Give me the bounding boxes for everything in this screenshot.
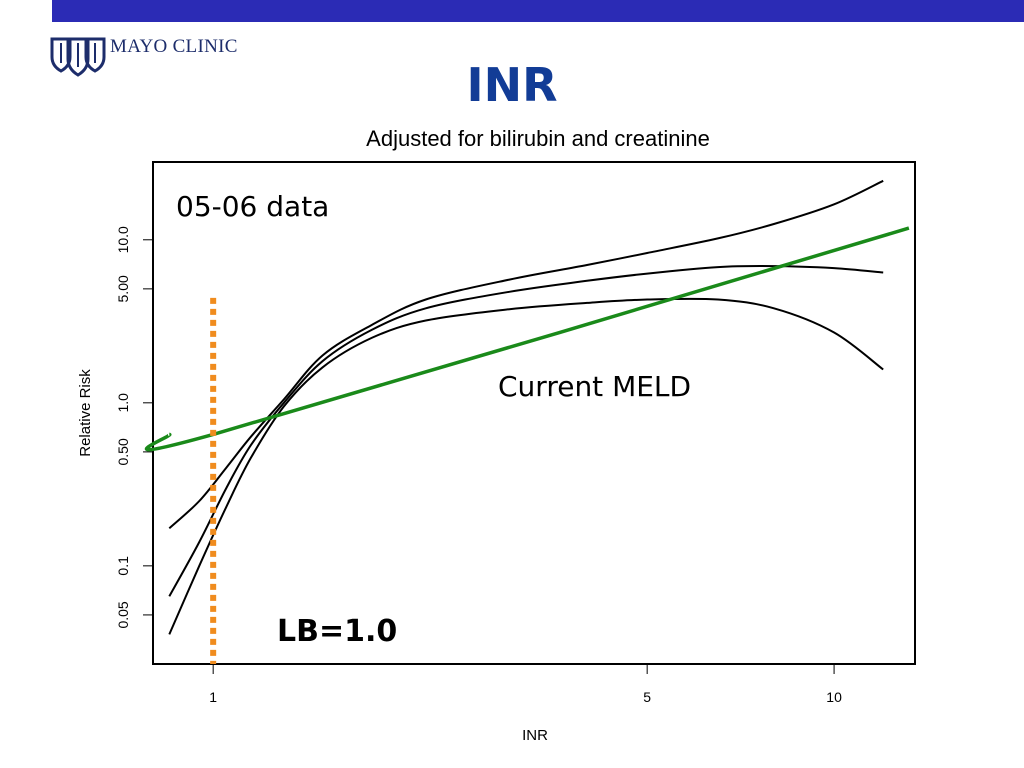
- y-tick-label: 10.0: [115, 226, 131, 253]
- chart-title: Adjusted for bilirubin and creatinine: [366, 126, 710, 151]
- x-tick-label: 5: [643, 689, 651, 705]
- data-period-annotation: 05-06 data: [176, 190, 329, 223]
- top-accent-bar: [52, 0, 1024, 22]
- x-axis-label: INR: [522, 727, 548, 744]
- risk-curve-1: [168, 297, 884, 635]
- y-tick-label: 0.1: [115, 556, 131, 576]
- lower-bound-label: LB=1.0: [277, 614, 397, 649]
- x-axis: 1 5 10: [209, 664, 842, 705]
- y-tick-label: 1.0: [115, 393, 131, 413]
- plot-frame: [152, 161, 916, 665]
- risk-curve-2: [168, 264, 884, 597]
- logo-text: MAYO CLINIC: [110, 36, 238, 57]
- y-axis-label: Relative Risk: [77, 369, 94, 457]
- y-tick-label: 5.00: [115, 275, 131, 302]
- slide-title: INR: [466, 58, 558, 112]
- current-meld-annotation: Current MELD: [498, 370, 691, 403]
- current-meld-line: [144, 226, 910, 452]
- risk-curve-3: [168, 179, 884, 530]
- x-tick-label: 1: [209, 689, 217, 705]
- mayo-clinic-logo: MAYO CLINIC: [50, 33, 260, 79]
- mayo-shields-icon: [50, 37, 106, 77]
- series-layer: [144, 179, 910, 635]
- x-tick-label: 10: [826, 689, 842, 705]
- y-axis: 0.05 0.1 0.50 1.0 5.00 10.0: [115, 226, 153, 629]
- y-tick-label: 0.50: [115, 438, 131, 465]
- y-tick-label: 0.05: [115, 601, 131, 628]
